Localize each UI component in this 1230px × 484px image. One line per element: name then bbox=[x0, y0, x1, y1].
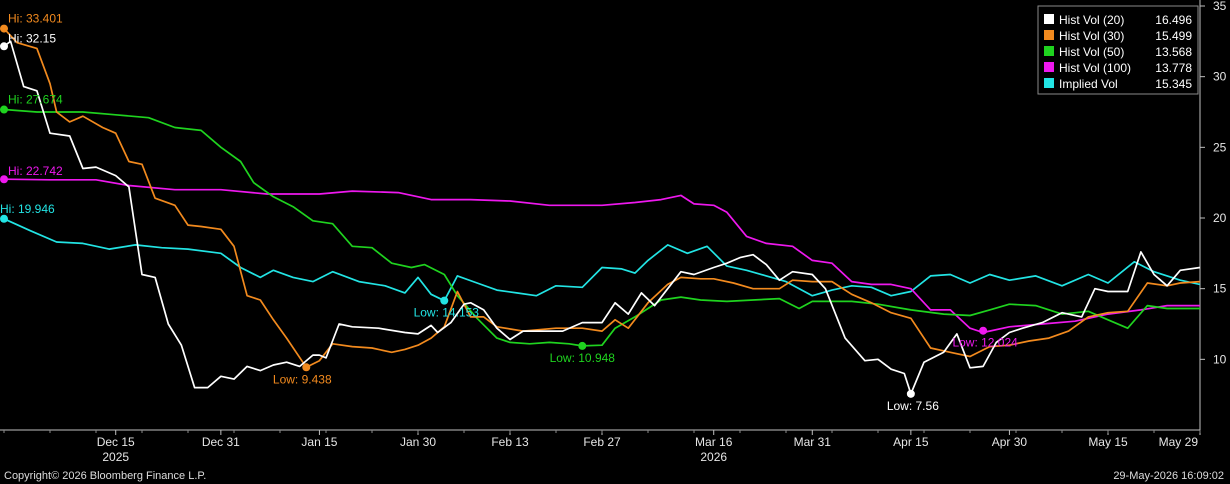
legend-value: 15.499 bbox=[1155, 29, 1192, 43]
x-tick-label: Mar 31 bbox=[794, 435, 832, 449]
annotation-label: Low: 7.56 bbox=[887, 399, 939, 413]
x-tick-label: Dec 15 bbox=[97, 435, 135, 449]
annotation-label: Hi: 33.401 bbox=[8, 12, 63, 26]
legend-entry: Hist Vol (20) bbox=[1059, 13, 1124, 27]
x-tick-label: Mar 16 bbox=[695, 435, 733, 449]
x-tick-label: Jan 15 bbox=[301, 435, 337, 449]
annotation-dot bbox=[0, 24, 8, 33]
legend-value: 15.345 bbox=[1155, 77, 1192, 91]
legend-swatch bbox=[1044, 14, 1054, 24]
x-year-label: 2025 bbox=[102, 450, 129, 464]
y-tick-label: 20 bbox=[1213, 211, 1227, 225]
annotation-dot bbox=[979, 326, 988, 335]
y-tick-label: 30 bbox=[1213, 70, 1227, 84]
x-tick-label: Apr 30 bbox=[992, 435, 1028, 449]
x-tick-label: Jan 30 bbox=[400, 435, 436, 449]
y-tick-label: 15 bbox=[1213, 282, 1227, 296]
y-tick-label: 10 bbox=[1213, 352, 1227, 366]
x-tick-label: Feb 13 bbox=[491, 435, 529, 449]
series-line-hist-vol-100 bbox=[3, 178, 1200, 334]
annotation-label: Hi: 19.946 bbox=[0, 202, 55, 216]
x-tick-label: May 29 bbox=[1159, 435, 1199, 449]
legend-value: 16.496 bbox=[1155, 13, 1192, 27]
series-line-hist-vol-30 bbox=[3, 28, 1201, 369]
series-line-hist-vol-20 bbox=[3, 40, 1201, 395]
legend-entry: Implied Vol bbox=[1059, 77, 1118, 91]
annotation-markers: Hi: 33.401 Hi: 32.15 Hi: 27.674 Hi: 22.742 H… bbox=[0, 12, 1018, 413]
legend-value: 13.568 bbox=[1155, 45, 1192, 59]
annotation-dot bbox=[0, 175, 8, 184]
annotation-label: Low: 10.948 bbox=[550, 351, 616, 365]
annotation-dot bbox=[302, 363, 311, 372]
x-tick-label: Feb 27 bbox=[583, 435, 621, 449]
legend-entry: Hist Vol (50) bbox=[1059, 45, 1124, 59]
x-year-label: 2026 bbox=[700, 450, 727, 464]
x-tick-label: Dec 31 bbox=[202, 435, 240, 449]
annotation-label: Low: 12.024 bbox=[952, 336, 1018, 350]
legend-entry: Hist Vol (30) bbox=[1059, 29, 1124, 43]
annotation-dot bbox=[0, 105, 8, 114]
annotation-dot bbox=[578, 341, 587, 350]
annotation-label: Low: 9.438 bbox=[273, 372, 332, 386]
series-lines bbox=[3, 28, 1201, 395]
annotation-label: Hi: 32.15 bbox=[8, 31, 56, 45]
legend-swatch bbox=[1044, 62, 1054, 72]
x-tick-label: Apr 15 bbox=[893, 435, 929, 449]
legend-swatch bbox=[1044, 46, 1054, 56]
y-tick-label: 35 bbox=[1213, 0, 1227, 13]
copyright-text: Copyright© 2026 Bloomberg Finance L.P. bbox=[4, 470, 207, 482]
annotation-dot bbox=[906, 389, 915, 398]
x-tick-label: May 15 bbox=[1088, 435, 1128, 449]
legend-entry: Hist Vol (100) bbox=[1059, 61, 1131, 75]
timestamp-text: 29-May-2026 16:09:02 bbox=[1113, 470, 1224, 482]
series-line-hist-vol-50 bbox=[3, 108, 1200, 347]
annotation-dot bbox=[0, 214, 8, 223]
annotation-dot bbox=[440, 296, 449, 305]
y-tick-label: 25 bbox=[1213, 140, 1227, 154]
annotation-dot bbox=[0, 42, 8, 51]
series-line-implied-vol bbox=[3, 218, 1201, 302]
legend-swatch bbox=[1044, 30, 1054, 40]
legend-swatch bbox=[1044, 78, 1054, 88]
legend-box bbox=[1037, 5, 1199, 95]
annotation-label: Hi: 22.742 bbox=[8, 164, 63, 178]
annotation-label: Hi: 27.674 bbox=[8, 93, 63, 107]
legend-value: 13.778 bbox=[1155, 61, 1192, 75]
legend: Hist Vol (20) 16.496 Hist Vol (30) 15.499 Hi… bbox=[1037, 5, 1199, 95]
annotation-label: Low: 14.153 bbox=[414, 306, 480, 320]
